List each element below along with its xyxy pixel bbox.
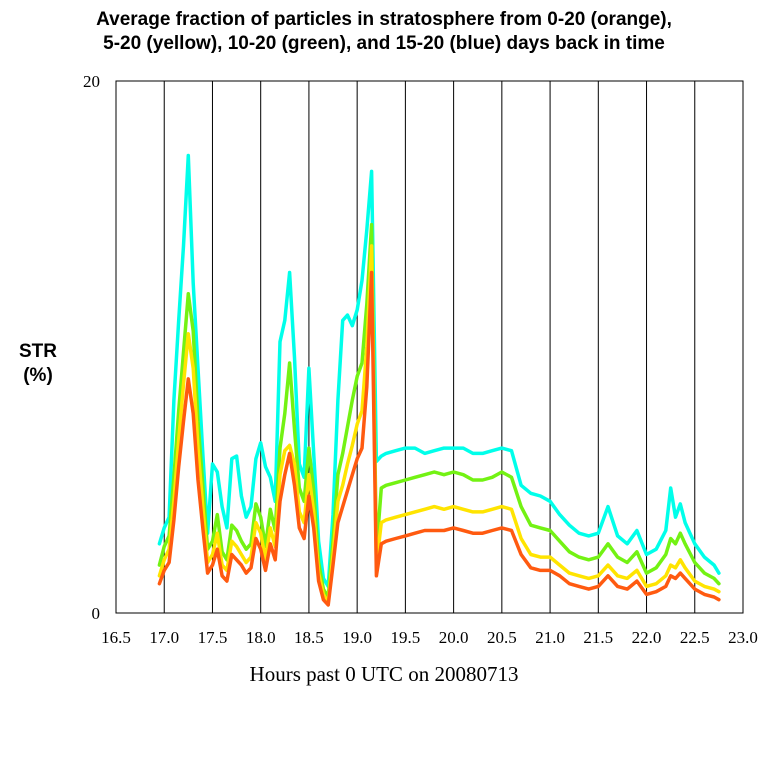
x-tick-label: 21.5	[583, 628, 613, 647]
y-tick-label: 20	[83, 72, 100, 91]
plot-frame	[115, 80, 744, 614]
x-tick-label: 18.0	[246, 628, 276, 647]
x-tick-label: 20.0	[439, 628, 469, 647]
series-line	[157, 270, 721, 607]
y-axis-label-line-2: (%)	[23, 365, 53, 386]
chart-title: Average fraction of particles in stratos…	[0, 8, 768, 56]
x-tick-label: 18.5	[294, 628, 324, 647]
chart-title-line-1: Average fraction of particles in stratos…	[96, 9, 672, 30]
chart-title-line-2: 5-20 (yellow), 10-20 (green), and 15-20 …	[103, 33, 665, 54]
x-tick-label: 22.0	[632, 628, 662, 647]
series-line	[157, 244, 721, 605]
x-tick-label: 16.5	[101, 628, 131, 647]
x-tick-label: 17.0	[149, 628, 179, 647]
x-tick-label: 23.0	[728, 628, 758, 647]
x-tick-label: 21.0	[535, 628, 565, 647]
x-tick-label: 20.5	[487, 628, 517, 647]
y-tick-label: 0	[92, 604, 101, 623]
x-tick-label: 19.5	[391, 628, 421, 647]
x-tick-label: 19.0	[342, 628, 372, 647]
series-line	[157, 222, 721, 599]
series-line	[157, 153, 721, 589]
x-tick-label: 17.5	[198, 628, 228, 647]
x-axis-label: Hours past 0 UTC on 20080713	[249, 662, 519, 686]
y-axis-label: STR (%)	[8, 340, 68, 388]
y-axis-label-line-1: STR	[19, 341, 57, 362]
x-tick-label: 22.5	[680, 628, 710, 647]
